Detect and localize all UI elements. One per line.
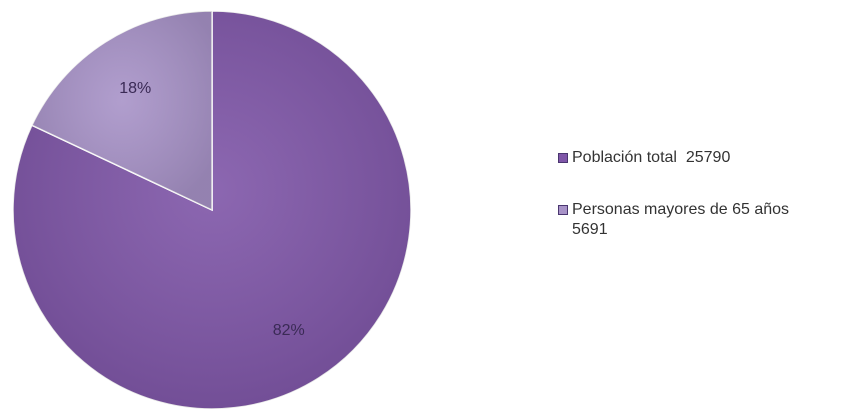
pie-slices bbox=[12, 10, 412, 409]
pie-slice-shade-1 bbox=[31, 11, 212, 210]
legend-item-poblacion-total: Población total 25790 bbox=[558, 148, 858, 168]
legend: Población total 25790 Personas mayores d… bbox=[558, 148, 858, 272]
legend-swatch-personas-mayores bbox=[558, 205, 568, 215]
pie-slice-label-0: 82% bbox=[273, 322, 305, 339]
legend-label-poblacion-total: Población total 25790 bbox=[572, 149, 731, 166]
legend-label-personas-mayores: Personas mayores de 65 años 5691 bbox=[572, 201, 790, 238]
pie-labels: 82% 18% bbox=[119, 80, 305, 339]
legend-item-personas-mayores: Personas mayores de 65 años 5691 bbox=[558, 200, 858, 240]
legend-swatch-poblacion-total bbox=[558, 153, 568, 163]
pie-slice-label-1: 18% bbox=[119, 80, 151, 97]
